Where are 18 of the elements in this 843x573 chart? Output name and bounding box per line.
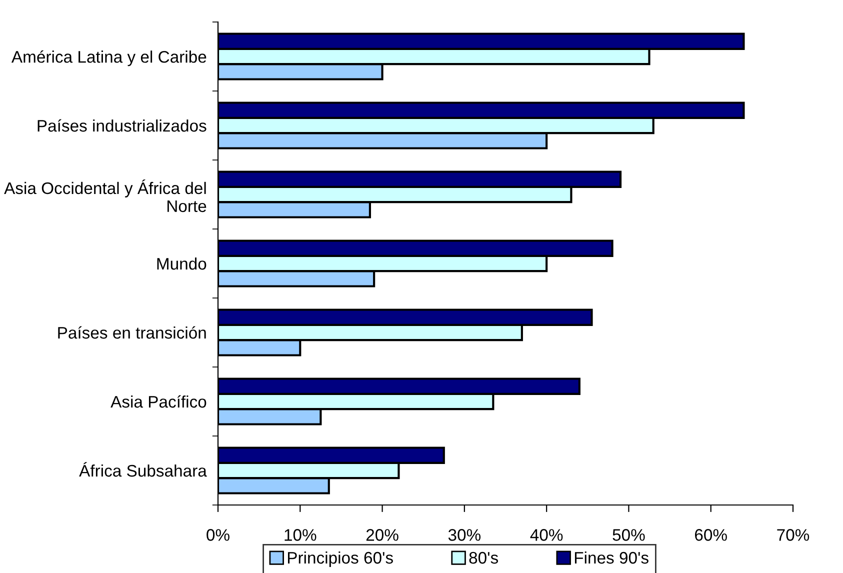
y-tick-label: Asia Pacífico [110, 395, 206, 408]
y-tick-label: Asia Occidental y África del Norte [4, 180, 206, 212]
x-tick-label: 60% [695, 529, 727, 541]
x-tick-label: 70% [777, 529, 810, 541]
y-tick-label: América Latina y el Caribe [11, 50, 206, 66]
legend-label: Fines 90's [574, 551, 648, 564]
x-tick-label: 50% [612, 529, 645, 541]
y-tick-label: Países en transición [58, 326, 206, 339]
x-tick-label: 30% [448, 529, 481, 541]
x-tick-label: 40% [530, 529, 563, 541]
y-tick-label: Países industrializados [38, 119, 206, 132]
legend-label: 80's [469, 552, 498, 564]
x-tick-label: 0% [206, 529, 230, 541]
y-tick-label: África Subsahara [79, 462, 207, 477]
legend-label: Principios 60's [288, 551, 393, 568]
y-tick-label: Mundo [157, 257, 206, 270]
x-tick-label: 20% [366, 529, 398, 541]
x-tick-label: 10% [284, 529, 316, 541]
